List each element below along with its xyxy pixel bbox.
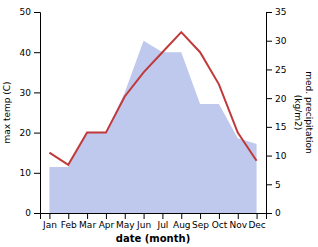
y2-tick-mark: [266, 98, 272, 99]
x-tick-mark: [144, 213, 145, 219]
x-tick: Apr: [99, 213, 115, 230]
x-tick: Jul: [156, 213, 168, 230]
x-tick-label: Dec: [248, 220, 265, 230]
x-tick: Aug: [173, 213, 191, 230]
y2-tick-mark: [266, 156, 272, 157]
y-tick: 10: [20, 168, 40, 178]
y2-tick: 15: [266, 122, 286, 132]
y-tick-mark: [34, 213, 40, 214]
y2-tick: 35: [266, 7, 286, 17]
axis-line: [41, 214, 267, 220]
x-tick: May: [116, 213, 135, 230]
x-tick-label: Apr: [99, 220, 115, 230]
y2-tick-mark: [266, 184, 272, 185]
x-tick-label: Jun: [136, 220, 151, 230]
y2-tick-label: 30: [275, 36, 287, 46]
x-tick-label: Oct: [212, 220, 228, 230]
x-tick-label: Sep: [192, 220, 209, 230]
x-tick-mark: [219, 213, 220, 219]
x-tick: Mar: [79, 213, 96, 230]
x-tick: Oct: [212, 213, 228, 230]
y-tick-label: 10: [20, 168, 32, 178]
x-tick-mark: [257, 213, 258, 219]
axis-line: [34, 13, 41, 214]
y-tick-label: 50: [20, 7, 32, 17]
y-tick-mark: [34, 52, 40, 53]
y2-tick: 20: [266, 94, 287, 104]
temp-line: [49, 32, 256, 165]
x-tick: Nov: [229, 213, 247, 230]
x-tick-label: Aug: [173, 220, 191, 230]
y2-tick-mark: [266, 12, 272, 13]
x-tick-mark: [162, 213, 163, 219]
y2-tick-label: 20: [275, 94, 287, 104]
x-tick-label: Feb: [61, 220, 77, 230]
y2-tick-label: 5: [275, 180, 281, 190]
x-tick-label: Mar: [79, 220, 96, 230]
y2-tick-mark: [266, 69, 272, 70]
y-tick-label: 40: [20, 48, 32, 58]
y-axis: 0 10 20 30 40 50: [20, 7, 41, 218]
y2-tick-label: 10: [275, 151, 287, 161]
y-tick: 40: [20, 48, 40, 58]
y2-tick: 25: [266, 65, 286, 75]
x-tick-mark: [238, 213, 239, 219]
x-tick-label: Jul: [156, 220, 168, 230]
y2-axis-title-line: (kg/m2): [293, 95, 303, 130]
y2-tick: 30: [266, 36, 287, 46]
y2-tick: 5: [266, 180, 281, 190]
x-tick-mark: [68, 213, 69, 219]
y-tick-mark: [34, 92, 40, 93]
y2-tick-label: 35: [275, 7, 286, 17]
y2-tick-label: 15: [275, 122, 286, 132]
y2-axis: 0 5 10 15 20 25 30 35: [266, 7, 287, 218]
y2-tick-label: 0: [275, 208, 281, 218]
y-tick: 50: [20, 7, 40, 17]
precip-area: [49, 41, 256, 213]
x-tick: Sep: [192, 213, 209, 230]
y2-tick-mark: [266, 41, 272, 42]
plot: Jan FebMarAprMayJun Jul AugSepOctNovDec 0 10 2…: [2, 7, 314, 244]
y-tick-mark: [34, 133, 40, 134]
y2-tick: 10: [266, 151, 287, 161]
y-tick-label: 30: [20, 88, 32, 98]
y-tick-label: 0: [25, 208, 31, 218]
y-axis-title: max temp (C): [2, 81, 12, 143]
x-tick-mark: [181, 213, 182, 219]
y-tick-mark: [34, 12, 40, 13]
y-tick: 30: [20, 88, 40, 98]
marks: [49, 32, 256, 213]
y-tick-label: 20: [20, 128, 32, 138]
y2-tick-label: 25: [275, 65, 286, 75]
x-tick: Jun: [136, 213, 151, 230]
chart: Jan FebMarAprMayJun Jul AugSepOctNovDec 0 10 2…: [0, 0, 318, 247]
y2-tick: 0: [266, 208, 281, 218]
x-tick: Feb: [61, 213, 77, 230]
x-tick-label: May: [116, 220, 135, 230]
y2-tick-mark: [266, 127, 272, 128]
y2-axis-title: med. precipitation(kg/m2): [293, 71, 314, 153]
x-tick: Jan: [42, 213, 57, 230]
x-tick-label: Jan: [42, 220, 57, 230]
y2-tick-mark: [266, 213, 272, 214]
y2-axis-title-line: med. precipitation: [304, 71, 314, 153]
x-tick-mark: [200, 213, 201, 219]
x-axis-title: date (month): [116, 233, 190, 244]
axis-line: [267, 13, 273, 214]
x-tick-mark: [106, 213, 107, 219]
x-tick: Dec: [248, 213, 265, 230]
x-tick-mark: [87, 213, 88, 219]
x-tick-mark: [49, 213, 50, 219]
x-axis: Jan FebMarAprMayJun Jul AugSepOctNovDec: [41, 213, 267, 230]
y-tick: 0: [25, 208, 40, 218]
x-tick-mark: [125, 213, 126, 219]
y-tick-mark: [34, 173, 40, 174]
x-tick-label: Nov: [229, 220, 247, 230]
y-tick: 20: [20, 128, 40, 138]
